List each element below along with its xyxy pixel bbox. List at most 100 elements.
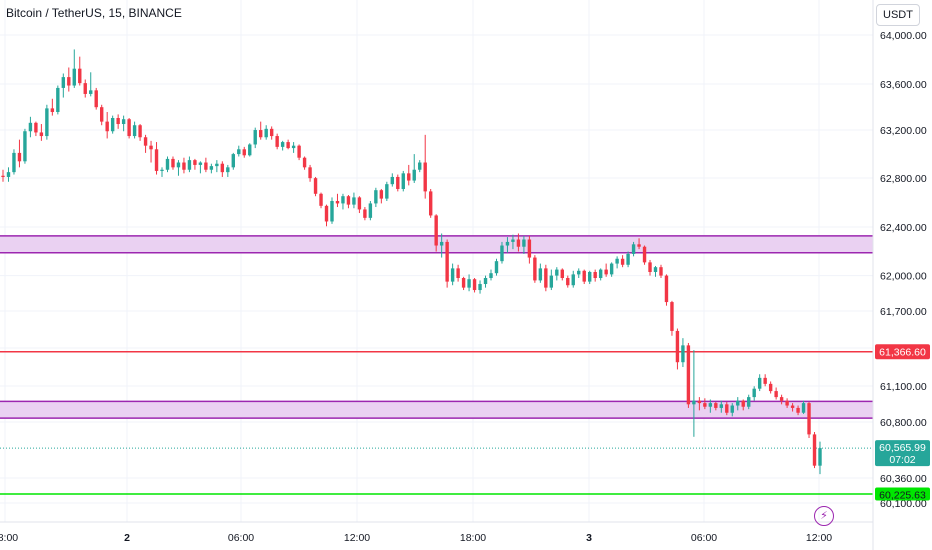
candle-body (648, 262, 652, 272)
candle-body (89, 90, 93, 94)
last-price-label-bg (875, 440, 930, 467)
resistance-price-label-text: 61,366.60 (879, 346, 926, 358)
candle-body (45, 108, 49, 137)
candle-body (703, 403, 707, 407)
candle-body (664, 275, 669, 303)
candle-body (450, 268, 455, 282)
candle-body (423, 162, 427, 192)
candle-body (61, 77, 66, 88)
candle-body (697, 400, 702, 404)
candle-body (418, 162, 422, 170)
candle-body (67, 77, 71, 86)
candle-body (297, 145, 301, 158)
last-price-label-text: 07:02 (889, 454, 915, 466)
candle-body (686, 345, 691, 405)
candle-body (604, 269, 608, 275)
candle-body (428, 191, 433, 216)
price-tick-label: 64,000.00 (880, 30, 927, 42)
candle-body (39, 132, 44, 137)
candle-body (494, 261, 499, 274)
candle-body (801, 403, 806, 413)
candle-body (505, 241, 510, 246)
candle-body (566, 278, 570, 286)
candle-body (653, 267, 658, 272)
candle-body (171, 158, 175, 168)
candle-body (259, 130, 263, 138)
candle-body (719, 404, 724, 408)
price-tick-label: 62,800.00 (880, 173, 927, 185)
candle-body (335, 201, 340, 204)
candle-body (94, 90, 98, 108)
price-tick-label: 63,600.00 (880, 79, 927, 91)
candle-body (165, 158, 170, 170)
candle-body (28, 122, 33, 132)
candle-body (291, 145, 296, 149)
time-axis[interactable]: 18:00 2 06:00 12:00 18:00 3 06:00 12:00 (0, 521, 873, 544)
candle-body (385, 184, 389, 199)
candle-body (439, 241, 444, 246)
price-tick-label: 63,200.00 (880, 125, 927, 137)
candle-body (741, 400, 745, 407)
candle-body (500, 245, 504, 262)
candle-body (209, 166, 214, 170)
candle-body (467, 279, 471, 288)
candle-body (231, 154, 235, 168)
candle-body (768, 383, 773, 392)
candle-body (160, 169, 164, 171)
candle-body (56, 87, 60, 112)
time-tick-label: 06:00 (691, 532, 717, 544)
candle-body (204, 162, 208, 170)
candle-body (6, 172, 11, 177)
price-axis[interactable]: 64,000.00 63,600.00 63,200.00 62,800.00 62,4… (872, 0, 927, 550)
candle-body (50, 108, 55, 112)
candle-body (582, 270, 586, 282)
candle-body (736, 400, 740, 406)
candle-body (154, 149, 159, 171)
candle-body (99, 107, 104, 122)
candle-body (675, 330, 680, 363)
support-price-label-text: 60,225.63 (879, 490, 926, 502)
candle-body (34, 122, 38, 133)
candle-body (226, 167, 230, 173)
candle-body (269, 128, 274, 137)
candle-body (609, 263, 614, 275)
candle-body (346, 196, 351, 205)
candle-body (807, 403, 811, 435)
candle-body (105, 121, 109, 132)
candle-body (571, 274, 575, 286)
lightning-icon[interactable]: ⚡ (814, 506, 834, 526)
candle-body (631, 244, 636, 254)
price-tick-label: 61,700.00 (880, 306, 927, 318)
candle-body (264, 128, 268, 138)
candle-body (516, 239, 521, 247)
candle-body (357, 197, 362, 210)
last-price-label-text: 60,565.99 (879, 442, 926, 454)
candle-body (275, 136, 279, 147)
candle-body (72, 68, 76, 86)
candle-body (511, 239, 515, 242)
candle-body (341, 196, 345, 204)
candle-body (483, 278, 488, 285)
candle-body (143, 137, 148, 146)
zones (0, 235, 873, 419)
price-tick-label: 61,100.00 (880, 381, 927, 393)
candle-body (670, 302, 674, 331)
price-tick-label: 62,400.00 (880, 222, 927, 234)
candle-body (763, 377, 767, 384)
candle-body (1, 175, 5, 177)
candle-body (593, 271, 597, 279)
resistance-price-label-bg (875, 344, 930, 360)
zone-box (0, 401, 873, 419)
price-tick-label: 60,800.00 (880, 417, 927, 429)
time-tick-label: 3 (586, 532, 592, 544)
currency-button[interactable]: USDT (876, 4, 920, 26)
candle-body (138, 125, 142, 138)
candle-body (313, 178, 318, 194)
candle-body (544, 268, 548, 288)
candle-body (533, 257, 537, 281)
candle-body (182, 162, 186, 170)
candle-body (456, 268, 460, 279)
candle-body (253, 130, 257, 145)
candle-body (187, 160, 192, 170)
